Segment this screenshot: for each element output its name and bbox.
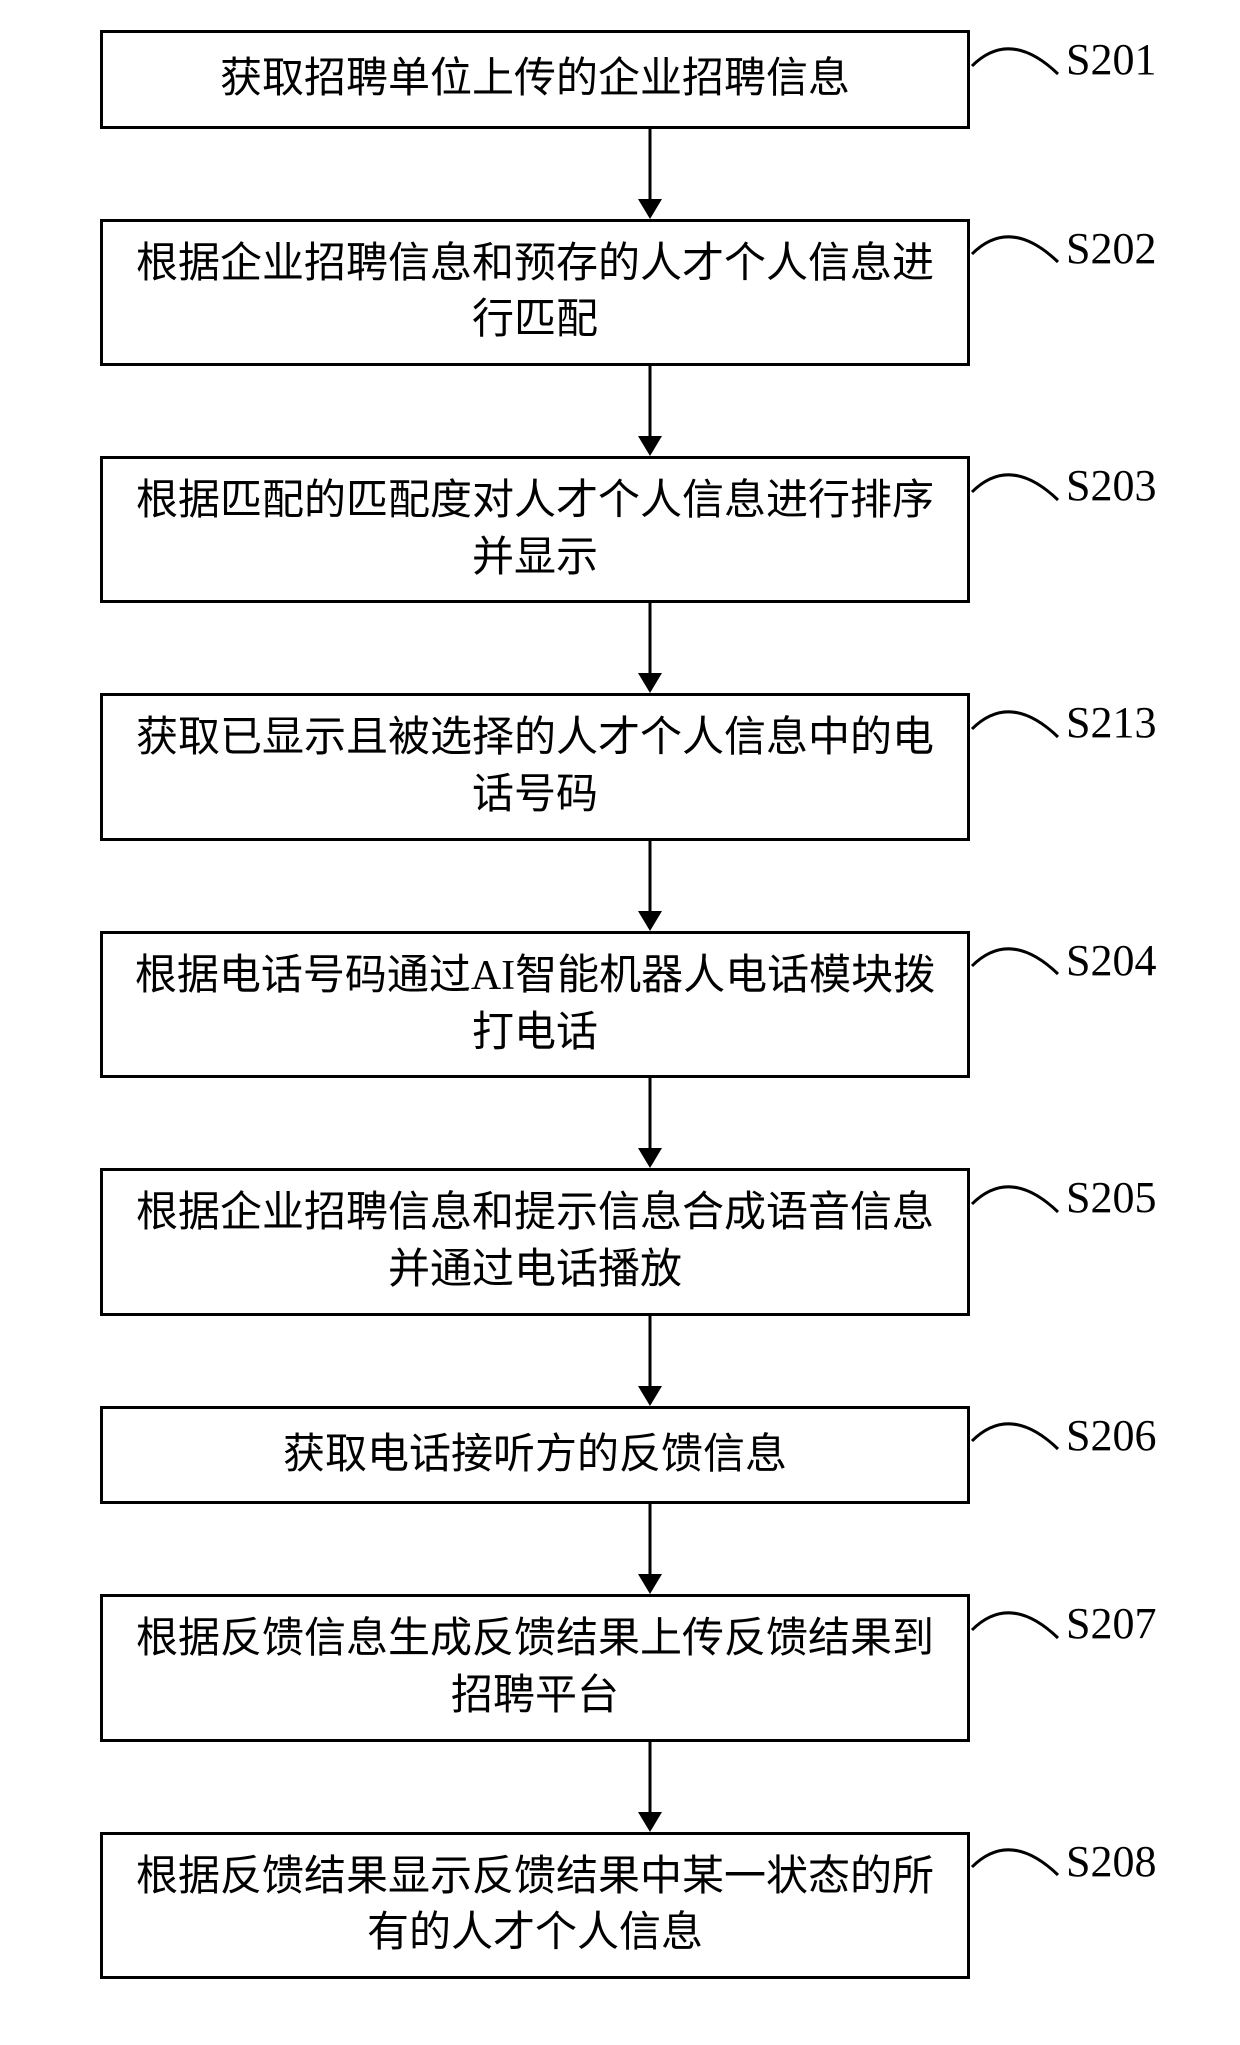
step-label-group: S201 — [970, 30, 1156, 85]
flow-arrow — [215, 1742, 1085, 1832]
step-label-group: S205 — [970, 1168, 1156, 1223]
flow-arrow — [215, 129, 1085, 219]
step-id-label: S213 — [1066, 697, 1156, 748]
step-box-s201: 获取招聘单位上传的企业招聘信息 — [100, 30, 970, 129]
step-box-s205: 根据企业招聘信息和提示信息合成语音信息并通过电话播放 — [100, 1168, 970, 1315]
step-id-label: S203 — [1066, 460, 1156, 511]
flow-arrow — [215, 603, 1085, 693]
flow-step: 根据电话号码通过AI智能机器人电话模块拨打电话 S204 — [40, 931, 1200, 1078]
step-id-label: S207 — [1066, 1598, 1156, 1649]
step-label-group: S206 — [970, 1406, 1156, 1461]
flow-step: 根据匹配的匹配度对人才个人信息进行排序并显示 S203 — [40, 456, 1200, 603]
flow-step: 根据反馈信息生成反馈结果上传反馈结果到招聘平台 S207 — [40, 1594, 1200, 1741]
flow-step: 获取电话接听方的反馈信息 S206 — [40, 1406, 1200, 1505]
step-label-group: S202 — [970, 219, 1156, 274]
flow-arrow — [215, 366, 1085, 456]
step-box-s203: 根据匹配的匹配度对人才个人信息进行排序并显示 — [100, 456, 970, 603]
step-label-group: S204 — [970, 931, 1156, 986]
step-box-s208: 根据反馈结果显示反馈结果中某一状态的所有的人才个人信息 — [100, 1832, 970, 1979]
flow-arrow — [215, 841, 1085, 931]
flow-step: 根据反馈结果显示反馈结果中某一状态的所有的人才个人信息 S208 — [40, 1832, 1200, 1979]
flowchart-container: 获取招聘单位上传的企业招聘信息 S201 根据企业招聘信息和预存的人才个人信息进行匹… — [40, 30, 1200, 1979]
step-id-label: S201 — [1066, 34, 1156, 85]
step-id-label: S205 — [1066, 1172, 1156, 1223]
step-id-label: S208 — [1066, 1836, 1156, 1887]
step-box-s206: 获取电话接听方的反馈信息 — [100, 1406, 970, 1505]
step-label-group: S208 — [970, 1832, 1156, 1887]
flow-step: 获取招聘单位上传的企业招聘信息 S201 — [40, 30, 1200, 129]
flow-arrow — [215, 1316, 1085, 1406]
flow-step: 根据企业招聘信息和预存的人才个人信息进行匹配 S202 — [40, 219, 1200, 366]
step-id-label: S206 — [1066, 1410, 1156, 1461]
flow-step: 根据企业招聘信息和提示信息合成语音信息并通过电话播放 S205 — [40, 1168, 1200, 1315]
step-label-group: S203 — [970, 456, 1156, 511]
step-id-label: S204 — [1066, 935, 1156, 986]
flow-arrow — [215, 1078, 1085, 1168]
flow-step: 获取已显示且被选择的人才个人信息中的电话号码 S213 — [40, 693, 1200, 840]
step-id-label: S202 — [1066, 223, 1156, 274]
step-box-s207: 根据反馈信息生成反馈结果上传反馈结果到招聘平台 — [100, 1594, 970, 1741]
step-box-s202: 根据企业招聘信息和预存的人才个人信息进行匹配 — [100, 219, 970, 366]
step-box-s204: 根据电话号码通过AI智能机器人电话模块拨打电话 — [100, 931, 970, 1078]
step-box-s213: 获取已显示且被选择的人才个人信息中的电话号码 — [100, 693, 970, 840]
step-label-group: S207 — [970, 1594, 1156, 1649]
step-label-group: S213 — [970, 693, 1156, 748]
flow-arrow — [215, 1504, 1085, 1594]
